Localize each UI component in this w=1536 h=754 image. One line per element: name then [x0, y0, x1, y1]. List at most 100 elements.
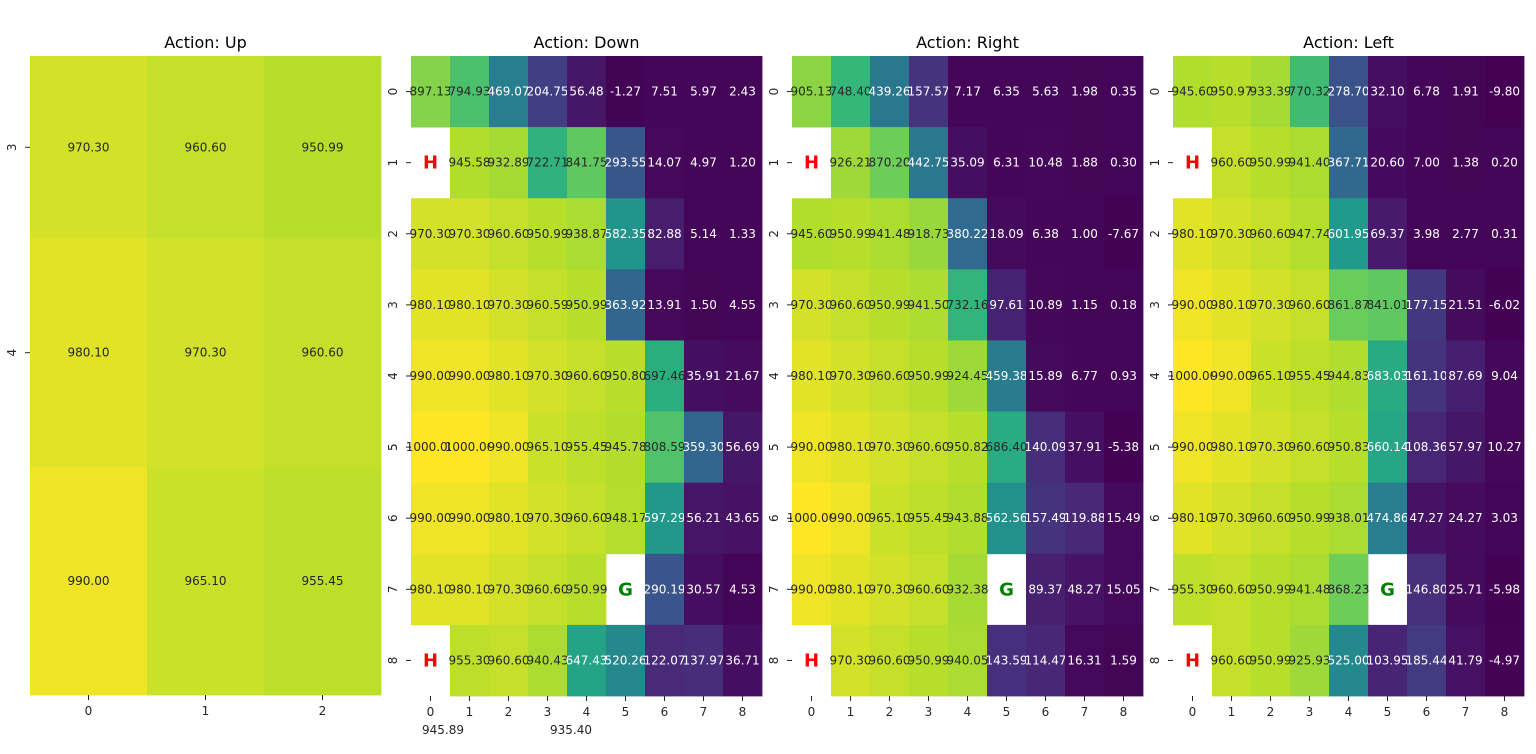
cell-value-label: -5.98: [1489, 582, 1520, 596]
cell-value-label: 980.10: [830, 440, 872, 454]
heatmap-cell: [909, 269, 949, 341]
cell-value-label: 204.75: [527, 85, 569, 99]
hole-marker: H: [423, 153, 438, 174]
cell-value-label: 48.27: [1067, 582, 1101, 596]
heatmap-cell: [987, 269, 1027, 341]
cell-value-label: 1000.00: [445, 440, 495, 454]
x-tick-label: 6: [1423, 705, 1431, 719]
cell-value-label: 290.19: [644, 582, 686, 596]
heatmap-cell: [1065, 411, 1105, 484]
cell-value-label: 933.39: [1250, 85, 1292, 99]
cell-value-label: 950.82: [947, 440, 989, 454]
x-tick-label: 1: [1228, 705, 1236, 719]
y-tick-label: 2: [386, 230, 400, 238]
heatmap-cell: [1446, 482, 1486, 555]
cell-value-label: 990.00: [449, 511, 491, 525]
cell-value-label: 950.99: [830, 227, 872, 241]
heatmap-cell: [1290, 269, 1330, 341]
heatmap-cell: [1065, 269, 1105, 341]
heatmap-cell: [528, 56, 568, 128]
cell-value-label: 359.30: [683, 440, 725, 454]
heatmap-cell: [645, 56, 685, 128]
cell-value-label: -7.67: [1108, 227, 1139, 241]
cell-value-label: 794.93: [449, 85, 491, 99]
heatmap-cell: [1407, 340, 1447, 412]
y-tick-label: 8: [767, 657, 781, 665]
heatmap-cell: [645, 269, 685, 341]
x-tick-label: 4: [583, 705, 591, 719]
heatmap-cell: [1251, 56, 1291, 128]
cell-value-label: 15.49: [1106, 511, 1140, 525]
heatmap-cell: [1104, 340, 1144, 412]
heatmap-cell: [1446, 127, 1486, 199]
y-tick-label: 4: [386, 372, 400, 380]
hole-marker: H: [1185, 153, 1200, 174]
heatmap-cell: [1290, 127, 1330, 199]
x-tick-label: 2: [505, 705, 513, 719]
heatmap-cell: [870, 624, 910, 697]
x-tick-label: 4: [1345, 705, 1353, 719]
heatmap-cell: [792, 411, 832, 484]
cell-value-label: 980.10: [791, 369, 833, 383]
heatmap-cell: [1026, 56, 1066, 128]
cell-value-label: 24.27: [1448, 511, 1482, 525]
goal-marker: G: [618, 579, 633, 600]
heatmap-cell: [645, 340, 685, 412]
panel-title: Action: Left: [1303, 33, 1394, 52]
heatmap-cell: [831, 624, 871, 697]
x-tick-label: 2: [319, 704, 327, 718]
heatmap-cell: [1446, 553, 1486, 626]
heatmap-cell: [567, 56, 607, 128]
heatmap-cell: [1329, 411, 1369, 484]
cell-value-label: 10.48: [1028, 156, 1062, 170]
cell-value-label: 808.59: [644, 440, 686, 454]
cell-value-label: 980.10: [830, 582, 872, 596]
y-tick-label: 4: [1148, 372, 1162, 380]
heatmap-cell: [1407, 624, 1447, 697]
heatmap-cell: [1104, 56, 1144, 128]
heatmap-cell: [147, 56, 265, 239]
cell-value-label: 0.35: [1110, 85, 1137, 99]
cell-value-label: 938.87: [566, 227, 608, 241]
cell-value-label: 955.30: [449, 653, 491, 667]
heatmap-cell: [1251, 269, 1291, 341]
heatmap-cell: [1485, 269, 1525, 341]
panel-title: Action: Down: [534, 33, 640, 52]
heatmap-cell: [489, 553, 529, 626]
cell-value-label: 980.10: [410, 298, 452, 312]
cell-value-label: 56.21: [686, 511, 720, 525]
cell-value-label: 990.00: [449, 369, 491, 383]
cell-value-label: 970.30: [527, 369, 569, 383]
heatmap-cell: [489, 269, 529, 341]
heatmap-cell: [606, 624, 646, 697]
x-tick-label: 0: [808, 705, 816, 719]
cell-value-label: 442.75: [908, 156, 950, 170]
heatmap-cell: [684, 553, 724, 626]
cell-value-label: 4.53: [729, 582, 756, 596]
heatmap-cell: [411, 198, 451, 270]
cell-value-label: 950.99: [908, 369, 950, 383]
stray-label-2: 935.40: [550, 723, 592, 737]
cell-value-label: 841.75: [566, 156, 608, 170]
cell-value-label: 13.91: [647, 298, 681, 312]
x-tick-label: 3: [925, 705, 933, 719]
cell-value-label: 520.26: [605, 653, 647, 667]
hole-marker: H: [1185, 650, 1200, 671]
heatmap-cell: [1251, 624, 1291, 697]
heatmap-cell: [1212, 198, 1252, 270]
heatmap-cell: [792, 340, 832, 412]
heatmap-cell: [948, 127, 988, 199]
heatmap-cell: [1485, 624, 1525, 697]
cell-value-label: 732.16: [947, 298, 989, 312]
y-tick-label: 3: [1148, 301, 1162, 309]
heatmap-cell: [909, 127, 949, 199]
heatmap-cell: [870, 553, 910, 626]
heatmap-cell: [528, 269, 568, 341]
cell-value-label: 474.86: [1367, 511, 1409, 525]
y-tick-label: 5: [1148, 443, 1162, 451]
x-tick-label: 5: [1384, 705, 1392, 719]
cell-value-label: 960.60: [1211, 582, 1253, 596]
heatmap-cell: [1251, 482, 1291, 555]
heatmap-cell: [1368, 624, 1408, 697]
